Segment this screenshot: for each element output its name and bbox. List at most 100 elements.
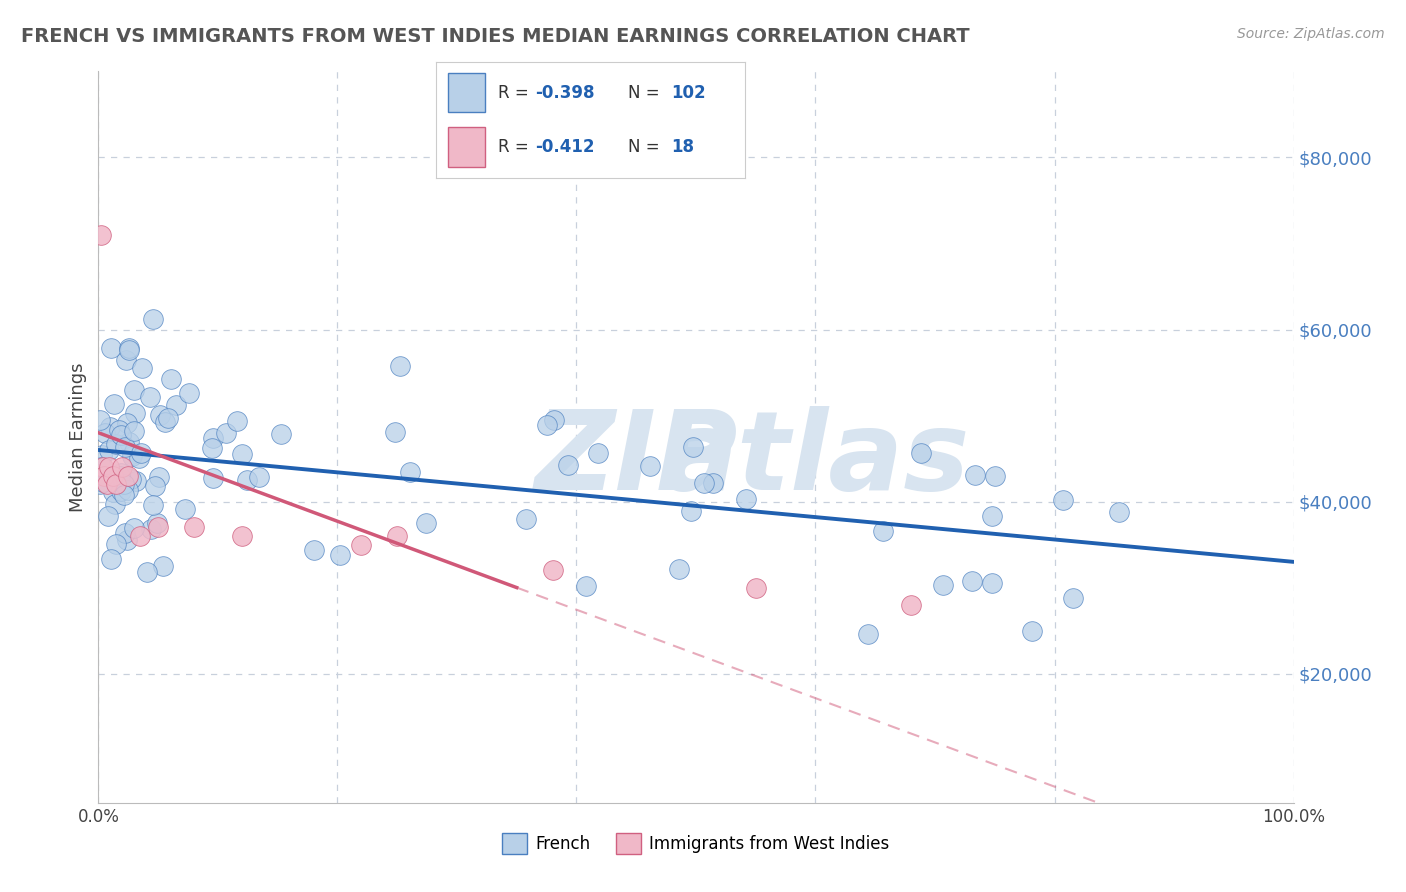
Point [98,442,121,457]
Point [201,441,224,455]
Point [157,411,180,425]
Point [94,425,117,440]
Text: -0.398: -0.398 [534,84,595,102]
Point [350,538,373,552]
Point [149,409,172,423]
Point [146,516,169,530]
Point [1108,505,1130,519]
Point [980,575,1002,590]
Point [148,520,170,534]
Point [575,579,598,593]
Point [101,468,124,483]
Point [1062,591,1084,605]
Point [745,581,768,595]
Point [93,468,115,483]
Point [91,475,114,490]
Point [415,516,437,530]
Point [247,469,270,483]
Point [398,465,420,479]
Point [384,425,406,439]
Point [104,497,127,511]
Point [112,488,135,502]
Point [270,427,292,442]
Point [122,424,145,438]
Point [159,371,181,385]
Point [110,428,132,442]
Point [90,472,112,486]
Point [90,460,112,475]
Point [115,533,138,547]
Point [121,447,143,461]
Point [980,508,1002,523]
Point [117,483,139,497]
Point [89,413,111,427]
Y-axis label: Median Earnings: Median Earnings [69,362,87,512]
Point [91,461,114,475]
Point [679,504,702,518]
Point [122,383,145,397]
Point [984,469,1007,483]
Point [124,406,146,420]
Point [202,471,225,485]
Point [118,343,141,357]
Point [1021,624,1043,639]
Point [536,417,558,432]
Point [110,466,132,480]
Text: -0.412: -0.412 [534,138,595,156]
Point [515,512,537,526]
Point [118,341,141,355]
Point [183,520,205,534]
Point [735,491,758,506]
Point [103,485,125,500]
Point [215,425,238,440]
Point [122,521,145,535]
Text: R =: R = [498,84,534,102]
Point [148,470,170,484]
Point [121,450,143,464]
Point [111,460,134,475]
Point [115,353,138,368]
Point [668,562,690,576]
Point [900,598,922,612]
Point [174,502,197,516]
Point [114,440,136,454]
Point [702,475,724,490]
Point [1052,493,1074,508]
Point [131,446,153,460]
Text: R =: R = [498,138,534,156]
Text: atlas: atlas [662,406,969,513]
Point [91,448,114,462]
Text: ZIP: ZIP [534,406,738,513]
Point [117,468,139,483]
Text: N =: N = [627,84,665,102]
Point [226,414,249,428]
Point [165,398,187,412]
Point [586,445,609,459]
Text: Source: ZipAtlas.com: Source: ZipAtlas.com [1237,27,1385,41]
Point [389,359,412,374]
Point [129,529,152,543]
Point [142,498,165,512]
Point [135,565,157,579]
Point [541,564,564,578]
Point [97,508,120,523]
Point [89,477,111,491]
Text: N =: N = [627,138,665,156]
Text: 102: 102 [671,84,706,102]
Point [98,420,121,434]
Point [91,460,114,475]
Point [117,434,139,449]
Point [960,574,983,588]
Text: FRENCH VS IMMIGRANTS FROM WEST INDIES MEDIAN EARNINGS CORRELATION CHART: FRENCH VS IMMIGRANTS FROM WEST INDIES ME… [21,27,970,45]
Point [98,460,121,475]
Point [100,552,122,566]
Point [110,484,132,499]
Bar [449,128,485,167]
Point [114,526,136,541]
Legend: French, Immigrants from West Indies: French, Immigrants from West Indies [496,827,896,860]
Point [236,474,259,488]
Point [329,548,352,562]
Point [108,468,131,483]
Point [965,467,987,482]
Point [96,477,118,491]
